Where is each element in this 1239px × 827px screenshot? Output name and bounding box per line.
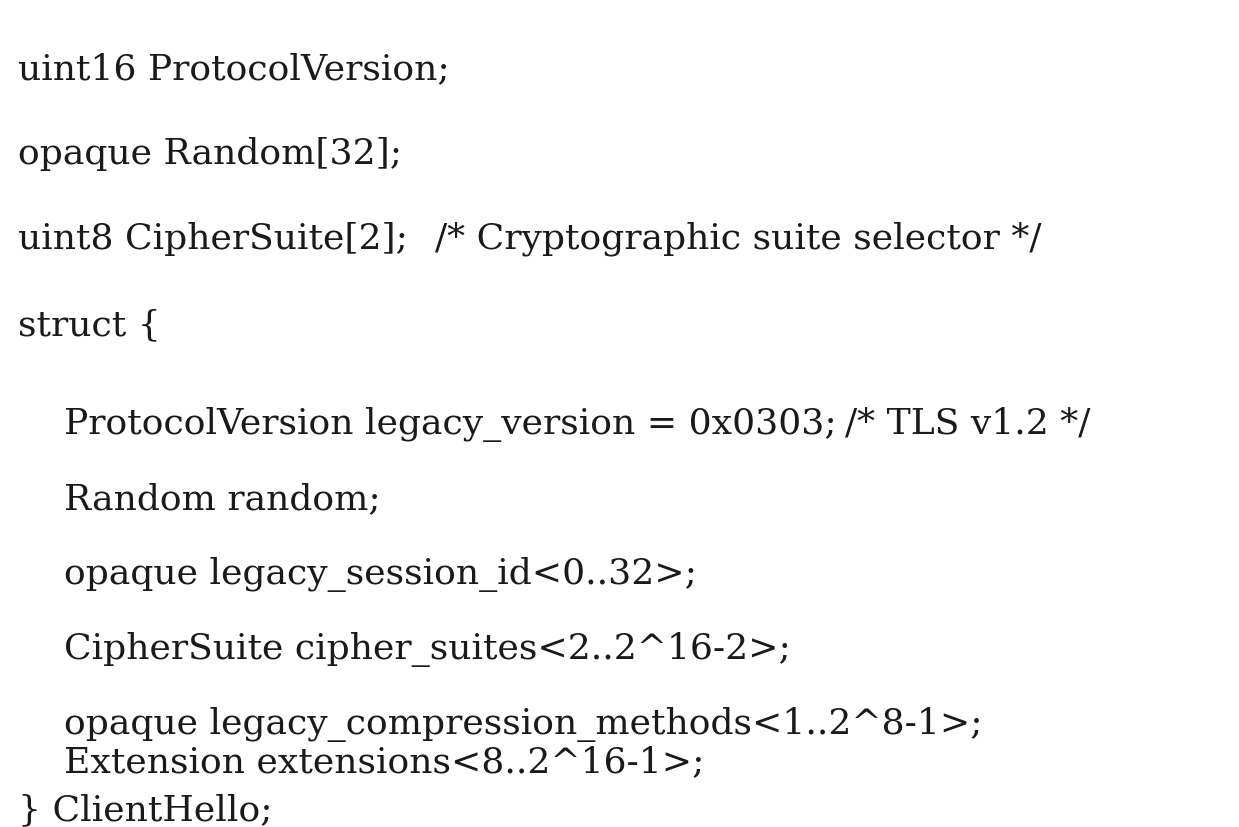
Text: } ClientHello;: } ClientHello;: [19, 792, 273, 826]
Text: opaque legacy_session_id<0..32>;: opaque legacy_session_id<0..32>;: [19, 557, 696, 591]
Text: Extension extensions<8..2^16-1>;: Extension extensions<8..2^16-1>;: [19, 744, 705, 778]
Text: ProtocolVersion legacy_version = 0x0303;: ProtocolVersion legacy_version = 0x0303;: [19, 407, 836, 442]
Text: uint8 CipherSuite[2];: uint8 CipherSuite[2];: [19, 222, 408, 256]
Text: opaque Random[32];: opaque Random[32];: [19, 136, 401, 171]
Text: CipherSuite cipher_suites<2..2^16-2>;: CipherSuite cipher_suites<2..2^16-2>;: [19, 631, 790, 667]
Text: opaque legacy_compression_methods<1..2^8-1>;: opaque legacy_compression_methods<1..2^8…: [19, 706, 983, 741]
Text: /* Cryptographic suite selector */: /* Cryptographic suite selector */: [435, 222, 1042, 256]
Text: uint16 ProtocolVersion;: uint16 ProtocolVersion;: [19, 52, 450, 86]
Text: /* TLS v1.2 */: /* TLS v1.2 */: [845, 407, 1090, 441]
Text: Random random;: Random random;: [19, 481, 380, 515]
Text: struct {: struct {: [19, 308, 161, 342]
